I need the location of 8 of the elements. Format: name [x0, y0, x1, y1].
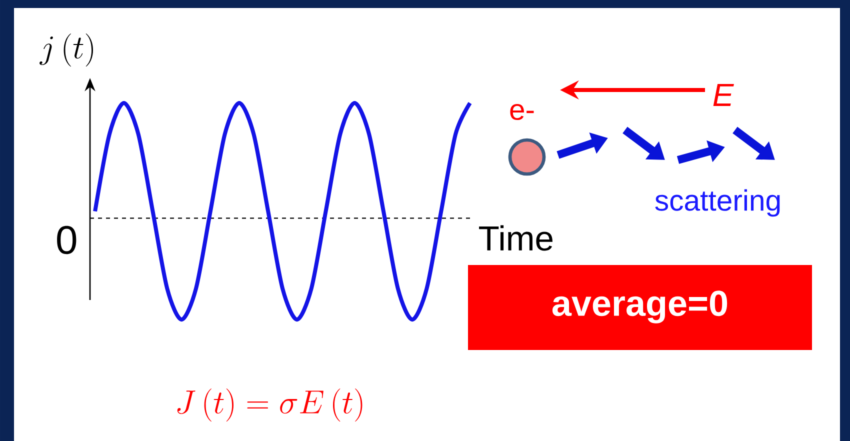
text: E [713, 84, 734, 106]
text: $J\left(t\right)=\sigma E\left(t\right)$ [177, 388, 362, 422]
text: 0 [57, 226, 76, 254]
text: e- [510, 104, 534, 120]
text: average=0 [552, 290, 728, 324]
text: scattering [655, 189, 780, 217]
x-axis-title: Time [479, 225, 552, 251]
y-axis-title: $j\left(t\right)$ [40, 33, 94, 67]
